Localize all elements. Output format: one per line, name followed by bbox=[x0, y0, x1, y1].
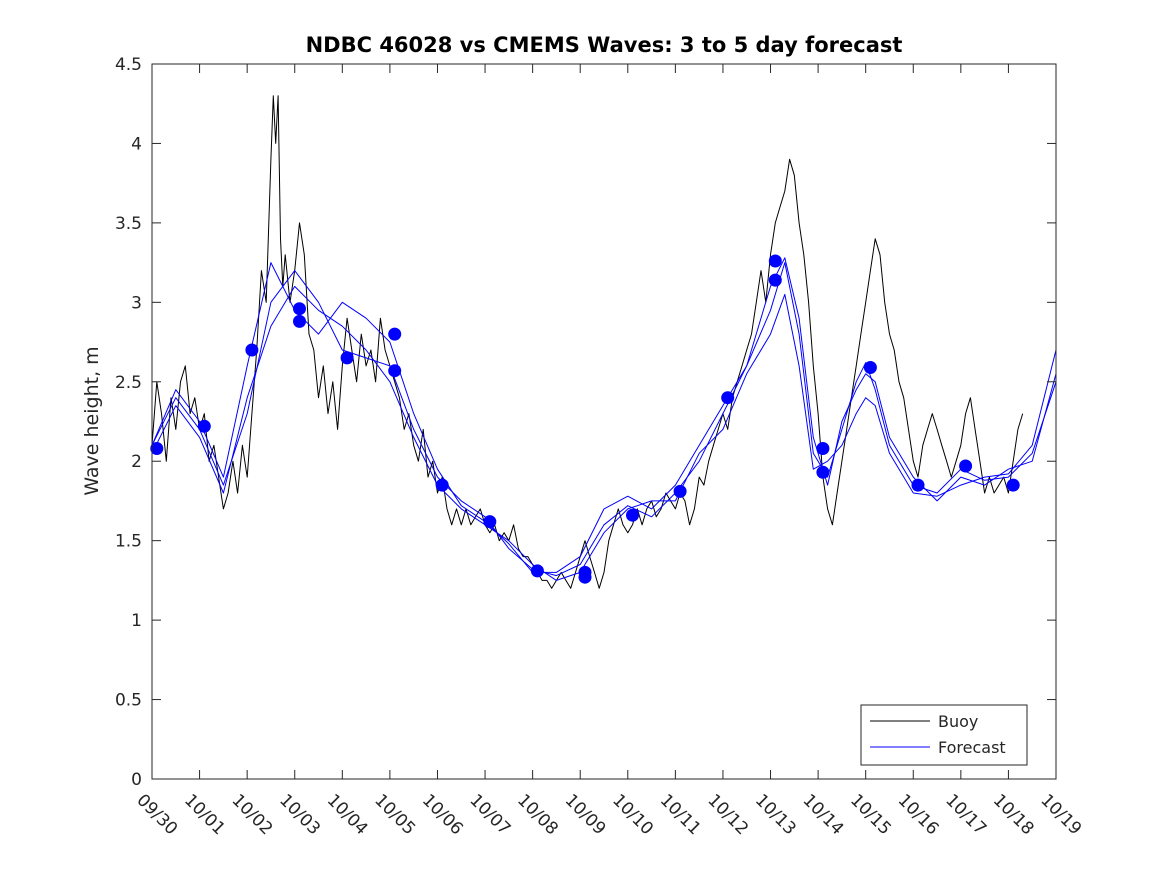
forecast-marker bbox=[293, 314, 306, 328]
forecast-marker bbox=[293, 302, 306, 316]
forecast-marker bbox=[578, 565, 592, 579]
y-tick-label: 0.5 bbox=[115, 691, 142, 711]
chart-title: NDBC 46028 vs CMEMS Waves: 3 to 5 day fo… bbox=[306, 33, 903, 57]
forecast-marker bbox=[1006, 478, 1020, 492]
y-tick-label: 2.5 bbox=[115, 373, 142, 393]
forecast-series-line-3 bbox=[151, 257, 1057, 573]
forecast-marker bbox=[863, 361, 877, 374]
y-tick-label: 3 bbox=[131, 293, 142, 313]
forecast-marker bbox=[340, 351, 354, 365]
forecast-marker bbox=[388, 327, 402, 341]
forecast-marker bbox=[816, 442, 830, 455]
legend-box bbox=[860, 704, 1028, 766]
forecast-marker bbox=[245, 343, 259, 357]
y-tick-label: 3.5 bbox=[115, 214, 142, 234]
forecast-marker bbox=[626, 508, 639, 522]
forecast-marker bbox=[911, 478, 925, 492]
forecast-marker bbox=[150, 442, 164, 455]
forecast-marker bbox=[388, 364, 402, 378]
forecast-series-line-1 bbox=[151, 262, 1057, 577]
forecast-series-line-2 bbox=[151, 285, 1057, 581]
legend-label-buoy: Buoy bbox=[938, 712, 978, 731]
forecast-marker bbox=[721, 391, 735, 405]
y-tick-label: 2 bbox=[131, 452, 142, 472]
forecast-marker bbox=[959, 459, 973, 473]
y-axis-label: Wave height, m bbox=[81, 346, 103, 495]
series-layer bbox=[151, 95, 1057, 589]
forecast-marker bbox=[197, 419, 211, 433]
legend-label-forecast: Forecast bbox=[938, 738, 1006, 757]
forecast-marker bbox=[483, 515, 497, 529]
forecast-marker bbox=[768, 273, 782, 287]
axes-box bbox=[151, 63, 1057, 780]
y-tick-label: 0 bbox=[131, 770, 142, 790]
y-axis: 0 0.5 1 1.5 2 2.5 3 3.5 4 4.5 bbox=[115, 55, 1056, 790]
legend: Buoy Forecast bbox=[860, 704, 1028, 766]
forecast-marker bbox=[816, 465, 830, 479]
forecast-marker bbox=[435, 478, 449, 492]
forecast-marker bbox=[768, 254, 782, 268]
forecast-marker bbox=[673, 484, 687, 498]
y-tick-label: 1.5 bbox=[115, 532, 142, 552]
y-tick-label: 1 bbox=[131, 611, 142, 631]
plot-area bbox=[152, 64, 1056, 779]
forecast-marker bbox=[530, 564, 544, 578]
y-tick-label: 4 bbox=[131, 134, 142, 154]
marker-layer bbox=[150, 254, 1020, 584]
y-tick-label: 4.5 bbox=[115, 55, 142, 75]
